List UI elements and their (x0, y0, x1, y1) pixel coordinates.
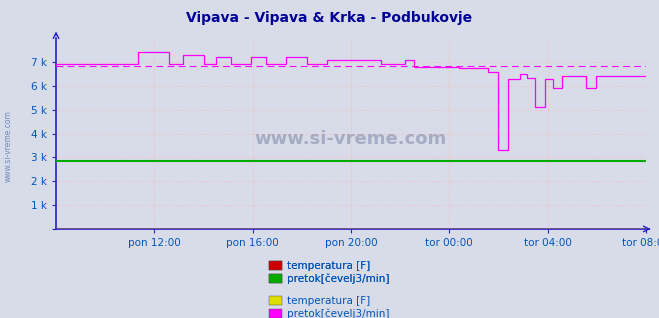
Legend: temperatura [F], pretok[čevelj3/min]: temperatura [F], pretok[čevelj3/min] (270, 296, 389, 318)
Legend: temperatura [F], pretok[čevelj3/min]: temperatura [F], pretok[čevelj3/min] (270, 261, 389, 284)
Text: www.si-vreme.com: www.si-vreme.com (4, 110, 13, 182)
Text: Vipava - Vipava & Krka - Podbukovje: Vipava - Vipava & Krka - Podbukovje (186, 11, 473, 25)
Text: www.si-vreme.com: www.si-vreme.com (255, 130, 447, 148)
